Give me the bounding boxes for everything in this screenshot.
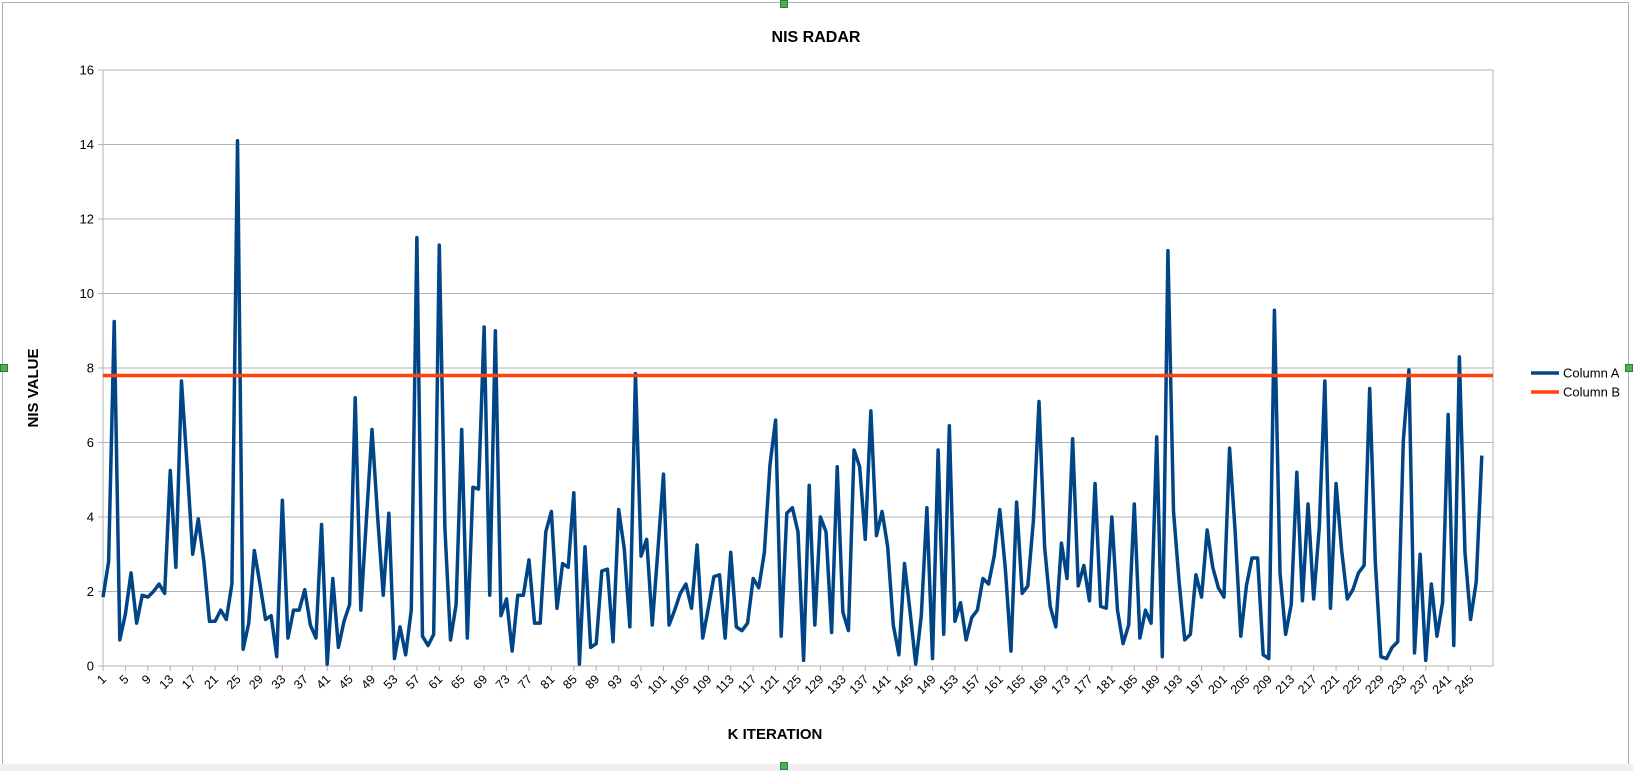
y-tick-label: 16 — [80, 63, 94, 78]
sheet-row-strip — [0, 764, 1633, 771]
resize-handle-bottom[interactable] — [780, 762, 788, 770]
y-tick-label: 10 — [80, 286, 94, 301]
resize-handle-right[interactable] — [1625, 364, 1633, 372]
y-axis-title: NIS VALUE — [25, 349, 42, 428]
legend-label: Column B — [1563, 385, 1620, 400]
series-line-column-a — [101, 139, 1484, 666]
resize-handle-left[interactable] — [0, 364, 8, 372]
y-tick-label: 8 — [87, 361, 94, 376]
resize-handle-top[interactable] — [780, 0, 788, 8]
x-axis-title: K ITERATION — [728, 726, 823, 743]
y-tick-label: 12 — [80, 212, 94, 227]
y-tick-labels: 0 2 4 6 8 10 12 14 16 — [80, 63, 94, 674]
y-tick-label: 2 — [87, 584, 94, 599]
legend-label: Column A — [1563, 366, 1620, 381]
chart-title: NIS RADAR — [772, 29, 861, 46]
y-tick-label: 14 — [80, 137, 94, 152]
y-tick-label: 0 — [87, 659, 94, 674]
series-lines — [101, 139, 1493, 666]
y-tick-label: 6 — [87, 435, 94, 450]
legend: Column A Column B — [1531, 366, 1620, 400]
y-tick-label: 4 — [87, 510, 94, 525]
